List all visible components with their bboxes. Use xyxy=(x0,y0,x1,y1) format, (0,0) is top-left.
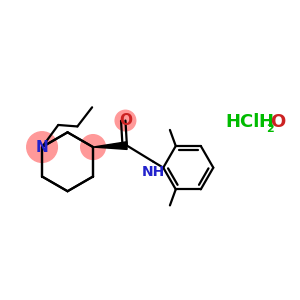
Polygon shape xyxy=(93,142,127,149)
Text: N: N xyxy=(36,140,48,154)
Text: NH: NH xyxy=(142,165,165,179)
Circle shape xyxy=(27,132,57,162)
Text: 2: 2 xyxy=(266,124,274,134)
Text: O: O xyxy=(119,113,132,128)
Text: HCl: HCl xyxy=(225,113,260,131)
Text: O: O xyxy=(270,113,286,131)
Circle shape xyxy=(115,110,136,131)
Circle shape xyxy=(81,135,105,159)
Text: H: H xyxy=(258,113,273,131)
